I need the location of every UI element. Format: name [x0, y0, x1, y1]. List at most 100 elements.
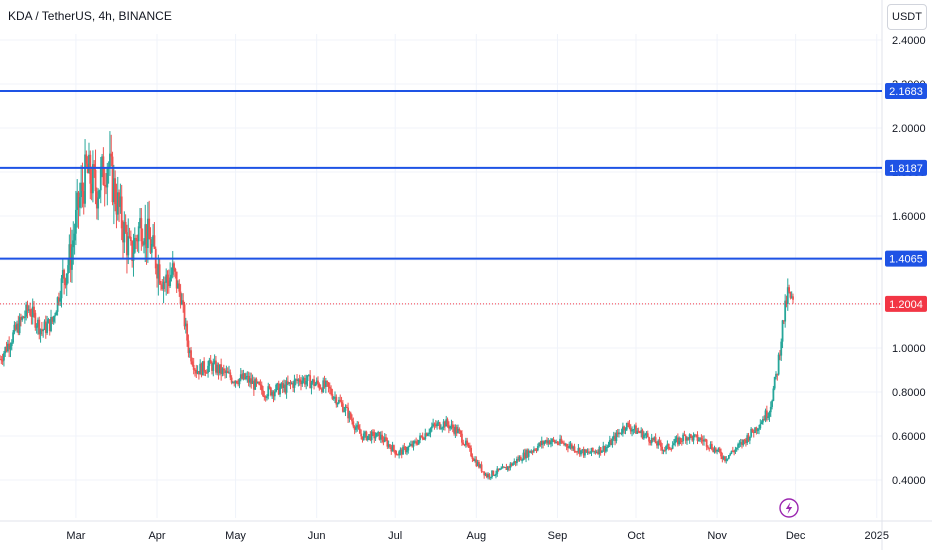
candle-body: [597, 451, 599, 454]
candle-body: [547, 440, 550, 444]
candle-body: [77, 192, 80, 208]
candle-body: [481, 471, 484, 473]
candle-body: [726, 458, 729, 460]
candle-body: [518, 456, 521, 461]
candle-body: [200, 363, 203, 376]
candle-body: [277, 383, 280, 395]
candle-body: [738, 443, 741, 445]
candle-body: [478, 462, 480, 468]
level-label-badge: [885, 82, 927, 99]
candle-body: [788, 287, 790, 292]
candle-body: [695, 434, 698, 436]
candle-body: [17, 323, 20, 334]
candle-body: [635, 425, 637, 434]
candle-body: [326, 380, 329, 383]
candle-body: [64, 278, 67, 286]
candle-body: [48, 319, 51, 331]
candle-body: [132, 252, 135, 261]
candle-body: [656, 443, 658, 446]
candle-body: [192, 364, 195, 370]
candle-body: [298, 379, 301, 383]
candle-body: [331, 394, 334, 399]
candle-body: [683, 434, 686, 436]
candle-body: [693, 434, 696, 436]
candle-body: [519, 456, 522, 461]
candle-body: [754, 427, 756, 433]
candle-body: [446, 419, 449, 425]
candle-body: [145, 224, 148, 249]
candle-body: [653, 437, 656, 441]
candle-body: [497, 468, 500, 471]
candle-body: [495, 473, 497, 476]
candle-body: [724, 456, 726, 461]
candle-body: [678, 437, 681, 445]
candle-body: [542, 440, 544, 445]
level-label-badge: [885, 250, 927, 267]
candle-body: [208, 359, 211, 366]
candle-body: [713, 448, 716, 453]
candle-body: [538, 442, 541, 447]
candle-body: [485, 473, 488, 478]
candle-body: [506, 466, 509, 470]
candle-body: [327, 382, 330, 387]
candle-body: [735, 447, 738, 450]
candle-body: [424, 433, 427, 440]
candle-body: [421, 436, 424, 439]
candle-body: [669, 448, 671, 450]
candle-body: [230, 377, 233, 383]
candle-body: [555, 442, 558, 444]
candle-body: [417, 439, 420, 445]
candle-body: [628, 423, 631, 429]
candle-body: [419, 435, 421, 440]
candle-body: [243, 373, 246, 380]
currency-button[interactable]: USDT: [887, 4, 927, 30]
candle-body: [763, 419, 766, 421]
candle-body: [670, 448, 673, 450]
candle-body: [467, 444, 470, 446]
candle-body: [450, 424, 453, 427]
candle-body: [515, 458, 518, 464]
candle-body: [410, 443, 412, 446]
candle-body: [512, 463, 514, 466]
candle-body: [712, 449, 715, 453]
candle-body: [220, 364, 223, 374]
candle-body: [767, 416, 770, 418]
candle-body: [611, 438, 614, 445]
candle-body: [493, 475, 496, 477]
candle-body: [179, 291, 182, 305]
candle-body: [459, 430, 462, 434]
candle-body: [752, 432, 755, 434]
candle-body: [540, 440, 543, 446]
candle-body: [475, 459, 478, 466]
candle-body: [785, 300, 788, 304]
candle-body: [760, 422, 763, 425]
candle-body: [183, 304, 186, 327]
candle-body: [341, 403, 344, 412]
candle-body: [750, 428, 753, 437]
candle-body: [128, 236, 131, 238]
candle-body: [250, 378, 253, 384]
candle-body: [416, 443, 419, 445]
candle-body: [199, 363, 202, 375]
candle-body: [395, 454, 398, 456]
candle-body: [720, 451, 722, 457]
candle-body: [729, 453, 732, 456]
candle-body: [463, 444, 466, 446]
lightning-icon[interactable]: [779, 498, 799, 518]
candle-body: [576, 451, 578, 453]
candle-body: [466, 440, 469, 445]
candle-body: [640, 430, 643, 433]
candle-body: [658, 440, 661, 443]
candle-body: [612, 435, 615, 439]
candle-body: [404, 446, 407, 453]
candle-body: [737, 444, 739, 448]
candle-body: [442, 421, 445, 428]
candle-body: [43, 321, 46, 330]
candle-body: [792, 296, 794, 300]
candle-body: [348, 412, 351, 419]
candle-body: [680, 440, 683, 442]
candle-body: [46, 323, 49, 333]
candle-body: [697, 440, 700, 442]
candle-body: [595, 451, 598, 453]
